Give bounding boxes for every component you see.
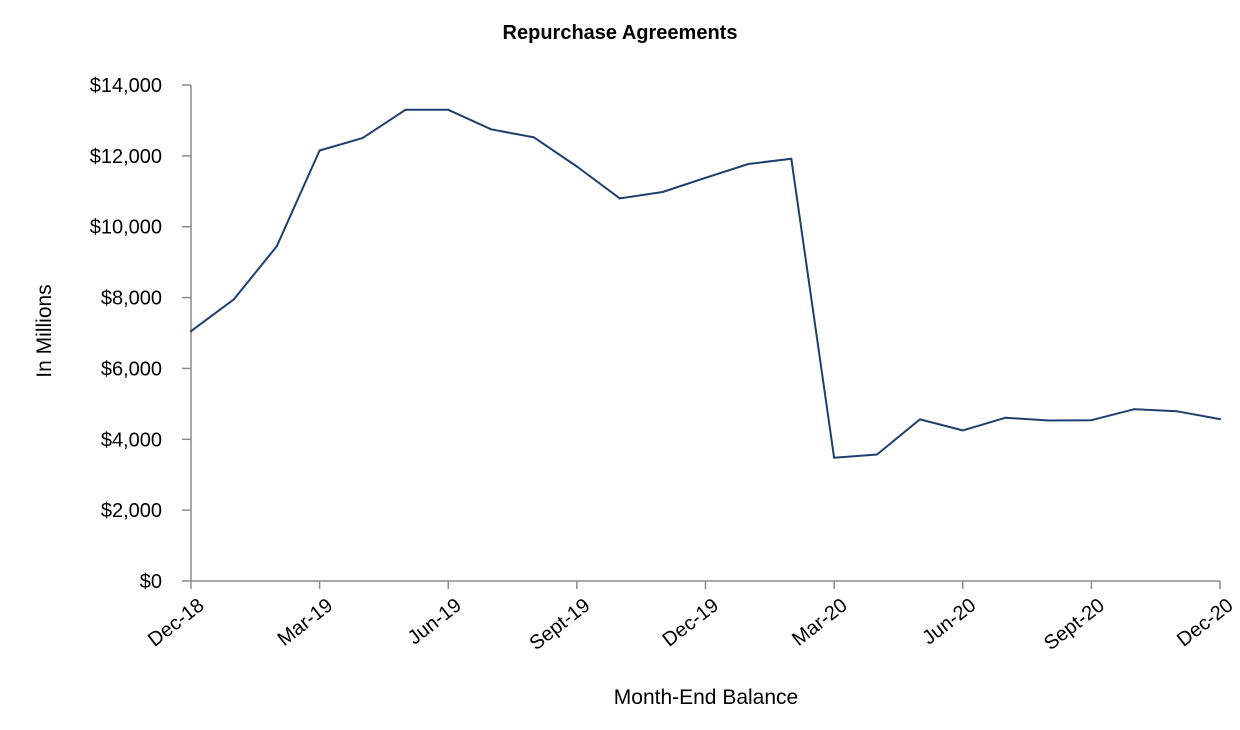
data-point — [618, 197, 621, 200]
data-point — [747, 163, 750, 166]
x-tick-label: Mar-19 — [274, 594, 337, 650]
x-tick-label: Jun-19 — [404, 594, 466, 649]
y-tick-label: $4,000 — [101, 429, 162, 451]
x-tick-label: Dec-18 — [144, 594, 208, 651]
y-tick-label: $10,000 — [90, 217, 162, 239]
x-tick-label: Dec-19 — [659, 594, 723, 651]
plot-area — [190, 108, 1221, 459]
data-point — [1219, 418, 1221, 421]
x-tick-label: Mar-20 — [788, 594, 851, 650]
data-point — [661, 190, 664, 193]
x-tick-label: Sept-19 — [526, 594, 595, 654]
data-point — [232, 298, 235, 301]
y-tick-label: $6,000 — [101, 358, 162, 380]
series-line — [190, 108, 1221, 459]
data-point — [1004, 416, 1007, 419]
data-point — [404, 108, 407, 111]
data-point — [961, 429, 964, 432]
x-tick-label: Sept-20 — [1040, 594, 1109, 654]
y-axis: $0 $2,000 $4,000 $6,000 $8,000 $10,000 $12,000… — [90, 75, 192, 593]
data-point — [876, 453, 878, 456]
y-tick-label: $2,000 — [101, 500, 162, 522]
data-point — [490, 128, 493, 131]
data-point — [1176, 410, 1179, 413]
data-point — [833, 456, 836, 459]
x-tick-label: Dec-20 — [1173, 594, 1237, 651]
y-tick-label: $12,000 — [90, 146, 162, 168]
data-point — [1090, 419, 1093, 422]
data-point — [1047, 419, 1050, 422]
data-point — [190, 330, 192, 333]
y-tick-label: $8,000 — [101, 288, 162, 310]
y-axis-title: In Millions — [33, 284, 56, 377]
data-point — [275, 245, 278, 248]
y-tick-label: $0 — [140, 571, 162, 593]
y-tick-label: $14,000 — [90, 75, 162, 97]
data-point — [918, 418, 921, 421]
x-tick-label: Jun-20 — [918, 594, 980, 649]
data-point — [318, 149, 321, 152]
chart-title: Repurchase Agreements — [503, 22, 738, 44]
data-point — [361, 137, 364, 140]
x-axis-title: Month-End Balance — [614, 686, 798, 709]
data-point — [704, 176, 707, 179]
data-point — [790, 157, 793, 160]
data-point — [575, 165, 578, 168]
data-point — [1133, 408, 1136, 411]
data-point — [533, 136, 535, 139]
x-axis: Dec-18 Mar-19 Jun-19 Sept-19 Dec-19 Mar-20 Jun… — [144, 580, 1237, 655]
data-point — [447, 108, 450, 111]
